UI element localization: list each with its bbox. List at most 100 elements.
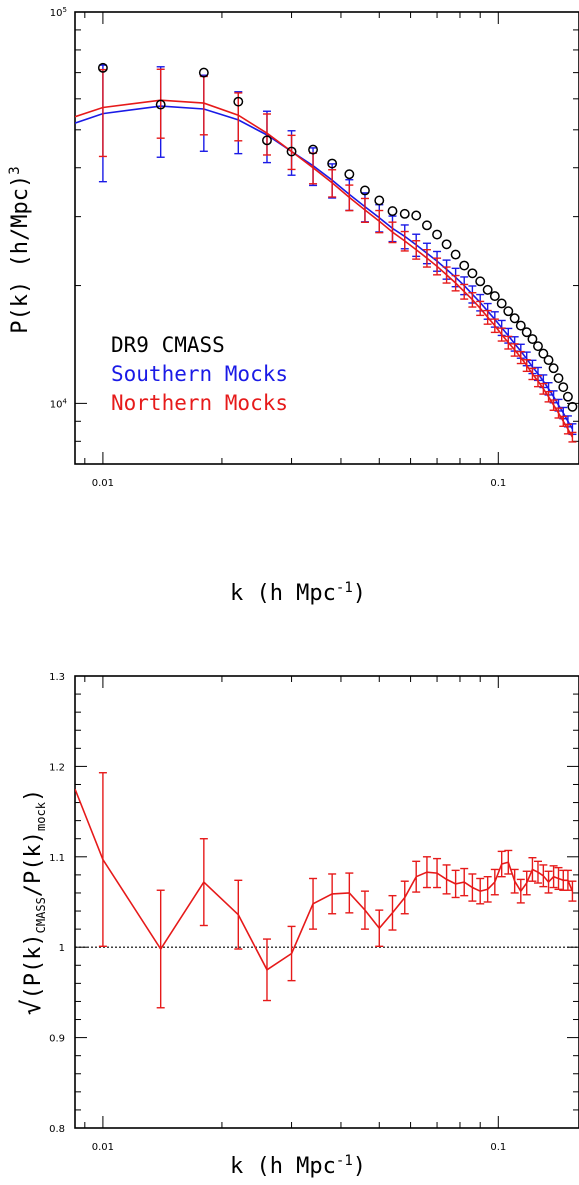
top-ticks: 0.01 0.1 104 105 xyxy=(50,6,579,489)
bottom-y-tick-label: 1.2 xyxy=(49,762,65,773)
cmass-data-point xyxy=(262,135,272,146)
ratio-error-bar xyxy=(451,869,460,899)
bottom-y-tick-label: 0.9 xyxy=(49,1034,65,1045)
cmass-data-point xyxy=(399,208,410,219)
cmass-data-point xyxy=(286,146,297,157)
mock-error-bar xyxy=(516,350,525,365)
cmass-data-point xyxy=(467,268,478,279)
bottom-panel: 0.01 0.1 0.8 0.9 1 1.1 1.2 1.3 k (h Mpc-1) √(P(… xyxy=(17,672,579,1179)
mock-error-bar xyxy=(360,197,369,224)
mock-error-bar xyxy=(460,283,469,300)
ratio-error-bar xyxy=(504,849,513,875)
cmass-data-point xyxy=(374,195,385,206)
ratio-error-bar xyxy=(522,870,531,896)
cmass-data-point xyxy=(155,99,166,110)
cmass-data-point xyxy=(441,239,452,250)
cmass-data-point xyxy=(543,355,554,366)
cmass-data-point xyxy=(527,334,538,345)
ratio-error-bar xyxy=(345,872,354,914)
ratio-error-bar xyxy=(563,869,572,891)
bottom-y-tick-label: 1 xyxy=(59,943,65,954)
top-y-tick-label: 104 xyxy=(50,397,68,410)
ratio-error-bar xyxy=(568,880,577,902)
ratio-error-bar xyxy=(309,877,318,930)
ratio-error-bar xyxy=(516,878,525,904)
top-x-tick-label: 0.01 xyxy=(92,478,114,489)
cmass-data-point xyxy=(503,306,514,317)
top-y-axis-title: P(k) (h/Mpc)3 xyxy=(7,166,33,333)
cmass-data-point xyxy=(421,220,432,231)
bottom-plot-frame xyxy=(74,675,579,1129)
cmass-data-point xyxy=(344,169,355,180)
legend-southern-mocks: Southern Mocks xyxy=(111,362,288,386)
ratio-error-bar xyxy=(554,866,563,891)
ratio-error-bar xyxy=(549,865,558,889)
ratio-error-bar xyxy=(156,889,165,1009)
bottom-ticks: 0.01 0.1 0.8 0.9 1 1.1 1.2 1.3 xyxy=(49,672,579,1153)
mock-error-bar xyxy=(287,134,296,171)
mock-error-bar xyxy=(375,209,384,234)
legend-northern-mocks: Northern Mocks xyxy=(111,391,288,415)
ratio-error-bar xyxy=(476,877,485,905)
top-x-axis-title: k (h Mpc-1) xyxy=(230,580,366,606)
mock-error-bar xyxy=(563,423,572,435)
cmass-data-point xyxy=(567,401,578,412)
ratio-error-bar xyxy=(528,857,537,882)
ratio-error-bar xyxy=(400,880,409,915)
mock-error-bar xyxy=(412,240,421,260)
mock-error-bar xyxy=(544,390,553,403)
ratio-error-bar xyxy=(460,867,469,897)
mock-error-bar xyxy=(549,399,558,411)
ratio-error-bar xyxy=(375,909,384,947)
bottom-x-tick-label: 0.1 xyxy=(490,1142,506,1153)
bottom-x-tick-label: 0.01 xyxy=(92,1142,114,1153)
ratio-error-bar xyxy=(510,868,519,894)
ratio-error-bar xyxy=(199,838,208,927)
ratio-error-bar xyxy=(262,938,271,1002)
ratio-error-bar xyxy=(433,857,442,889)
ratio-error-bar xyxy=(468,873,477,902)
cmass-data-point xyxy=(558,382,569,393)
ratio-series-line xyxy=(75,788,574,971)
mock-error-bar xyxy=(497,327,506,342)
mock-error-bar xyxy=(433,257,442,276)
ratio-error-bar xyxy=(422,856,431,889)
ratio-error-bar xyxy=(287,925,296,982)
mock-error-bar xyxy=(262,113,271,156)
mock-error-bar xyxy=(442,266,451,284)
cmass-data-point xyxy=(538,348,549,359)
cmass-data-point xyxy=(475,276,486,287)
mock-series-line xyxy=(75,99,574,438)
ratio-error-bar xyxy=(388,894,397,931)
mock-error-bar xyxy=(533,375,542,388)
ratio-error-bar xyxy=(539,864,548,888)
bottom-y-tick-label: 1.3 xyxy=(49,672,65,683)
mock-error-bar xyxy=(554,407,563,419)
mock-error-bar xyxy=(328,169,337,198)
mock-error-bar xyxy=(468,292,477,308)
cmass-data-point xyxy=(515,320,526,331)
cmass-data-point xyxy=(553,373,564,384)
cmass-data-point xyxy=(562,391,573,402)
mock-error-bar xyxy=(539,382,548,395)
cmass-data-point xyxy=(233,96,244,107)
mock-error-bar xyxy=(400,230,409,252)
mock-error-bar xyxy=(234,92,243,142)
mock-error-bar xyxy=(504,335,513,350)
cmass-data-point xyxy=(450,249,461,260)
mock-error-bar xyxy=(98,68,107,158)
top-x-tick-label: 0.1 xyxy=(490,478,506,489)
bottom-series xyxy=(75,772,577,1009)
cmass-data-point xyxy=(509,313,520,324)
ratio-error-bar xyxy=(412,860,421,893)
ratio-error-bar xyxy=(483,875,492,903)
cmass-data-point xyxy=(308,144,318,155)
bottom-y-tick-label: 1.1 xyxy=(49,853,65,864)
ratio-error-bar xyxy=(490,868,499,896)
cmass-data-point xyxy=(198,67,209,78)
mock-error-bar xyxy=(483,309,492,325)
top-y-tick-label: 105 xyxy=(50,6,67,19)
mock-error-bar xyxy=(199,75,208,136)
mock-error-bar xyxy=(490,318,499,334)
